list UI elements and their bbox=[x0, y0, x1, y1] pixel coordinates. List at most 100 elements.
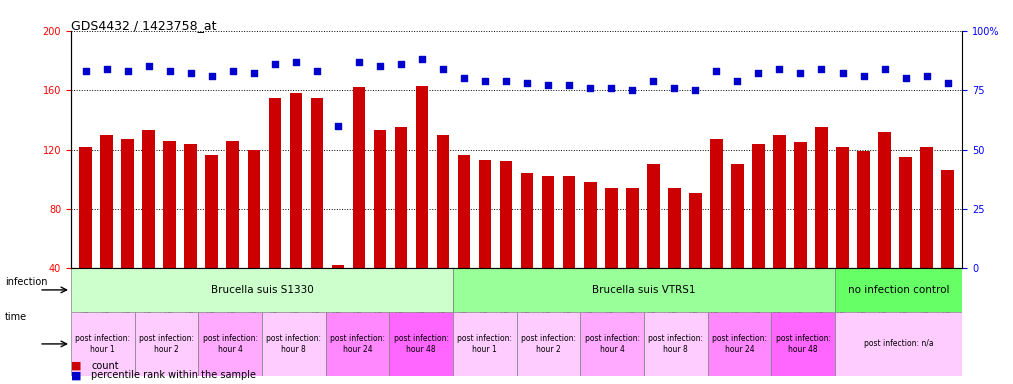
Text: post infection:
hour 4: post infection: hour 4 bbox=[585, 334, 639, 354]
Text: GDS4432 / 1423758_at: GDS4432 / 1423758_at bbox=[71, 19, 217, 32]
Point bbox=[78, 68, 94, 74]
Bar bbox=[647, 164, 659, 328]
FancyBboxPatch shape bbox=[325, 311, 389, 376]
Bar bbox=[311, 98, 323, 328]
Bar bbox=[668, 188, 681, 328]
Point bbox=[813, 66, 830, 72]
Bar bbox=[857, 151, 870, 328]
Point bbox=[225, 68, 241, 74]
Point bbox=[266, 61, 283, 67]
Point bbox=[350, 58, 367, 65]
Point bbox=[939, 80, 955, 86]
FancyBboxPatch shape bbox=[262, 311, 325, 376]
Bar bbox=[794, 142, 806, 328]
Text: infection: infection bbox=[5, 277, 48, 287]
FancyBboxPatch shape bbox=[517, 311, 580, 376]
Bar bbox=[542, 176, 554, 328]
Point bbox=[435, 66, 451, 72]
Text: post infection:
hour 2: post infection: hour 2 bbox=[139, 334, 193, 354]
FancyBboxPatch shape bbox=[71, 268, 453, 311]
Point bbox=[288, 58, 304, 65]
Text: post infection:
hour 24: post infection: hour 24 bbox=[330, 334, 385, 354]
Bar bbox=[227, 141, 239, 328]
Point bbox=[708, 68, 724, 74]
Text: no infection control: no infection control bbox=[848, 285, 949, 295]
Bar bbox=[920, 147, 933, 328]
Point bbox=[645, 78, 661, 84]
Point bbox=[561, 82, 577, 88]
Point bbox=[182, 70, 199, 76]
Point bbox=[771, 66, 787, 72]
Text: count: count bbox=[91, 361, 119, 371]
Bar bbox=[752, 144, 765, 328]
Point bbox=[582, 84, 599, 91]
FancyBboxPatch shape bbox=[644, 311, 708, 376]
Bar bbox=[268, 98, 282, 328]
Point bbox=[477, 78, 493, 84]
FancyBboxPatch shape bbox=[580, 311, 644, 376]
FancyBboxPatch shape bbox=[135, 311, 199, 376]
Bar bbox=[521, 173, 534, 328]
Text: post infection:
hour 1: post infection: hour 1 bbox=[457, 334, 513, 354]
Bar bbox=[563, 176, 575, 328]
Text: post infection:
hour 1: post infection: hour 1 bbox=[75, 334, 131, 354]
Point bbox=[919, 73, 935, 79]
Point bbox=[519, 80, 535, 86]
Point bbox=[246, 70, 262, 76]
Bar bbox=[437, 135, 450, 328]
Bar bbox=[479, 160, 491, 328]
Bar bbox=[353, 87, 366, 328]
Text: Brucella suis VTRS1: Brucella suis VTRS1 bbox=[593, 285, 696, 295]
Bar bbox=[605, 188, 618, 328]
FancyBboxPatch shape bbox=[71, 311, 135, 376]
Bar bbox=[689, 193, 702, 328]
Bar bbox=[163, 141, 176, 328]
Text: ■: ■ bbox=[71, 361, 81, 371]
Bar bbox=[415, 86, 428, 328]
Point bbox=[624, 87, 640, 93]
Bar bbox=[206, 156, 218, 328]
Point bbox=[456, 75, 472, 81]
Bar bbox=[710, 139, 722, 328]
Text: post infection: n/a: post infection: n/a bbox=[864, 339, 934, 348]
Point bbox=[540, 82, 556, 88]
Bar bbox=[815, 127, 828, 328]
FancyBboxPatch shape bbox=[453, 268, 835, 311]
Point bbox=[792, 70, 808, 76]
Point bbox=[204, 73, 220, 79]
Point bbox=[372, 63, 388, 70]
Point bbox=[876, 66, 892, 72]
Point bbox=[603, 84, 619, 91]
Text: post infection:
hour 48: post infection: hour 48 bbox=[394, 334, 449, 354]
Point bbox=[898, 75, 914, 81]
Bar bbox=[583, 182, 597, 328]
Point bbox=[309, 68, 325, 74]
Point bbox=[687, 87, 703, 93]
Text: post infection:
hour 8: post infection: hour 8 bbox=[648, 334, 703, 354]
Point bbox=[667, 84, 683, 91]
Point bbox=[141, 63, 157, 70]
Text: ■: ■ bbox=[71, 370, 81, 380]
FancyBboxPatch shape bbox=[835, 268, 962, 311]
Bar bbox=[374, 130, 386, 328]
FancyBboxPatch shape bbox=[708, 311, 771, 376]
Bar bbox=[290, 93, 302, 328]
Bar bbox=[878, 132, 890, 328]
Text: time: time bbox=[5, 312, 27, 322]
Point bbox=[414, 56, 431, 62]
Bar bbox=[122, 139, 134, 328]
FancyBboxPatch shape bbox=[389, 311, 453, 376]
Point bbox=[751, 70, 767, 76]
Bar bbox=[499, 161, 513, 328]
Text: post infection:
hour 4: post infection: hour 4 bbox=[203, 334, 257, 354]
Bar bbox=[731, 164, 744, 328]
Text: percentile rank within the sample: percentile rank within the sample bbox=[91, 370, 256, 380]
FancyBboxPatch shape bbox=[453, 311, 517, 376]
Bar bbox=[773, 135, 786, 328]
Text: Brucella suis S1330: Brucella suis S1330 bbox=[211, 285, 313, 295]
Text: post infection:
hour 48: post infection: hour 48 bbox=[776, 334, 831, 354]
Bar bbox=[331, 265, 344, 328]
FancyBboxPatch shape bbox=[199, 311, 262, 376]
Bar bbox=[100, 135, 113, 328]
Point bbox=[330, 122, 346, 129]
